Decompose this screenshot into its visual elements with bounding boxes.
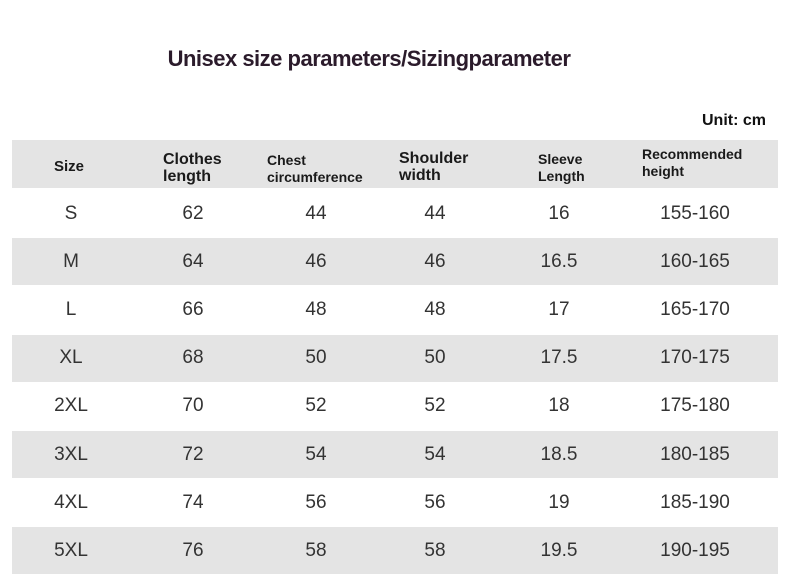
table-row: L 66 48 48 17 165-170	[12, 286, 778, 333]
table-cell: 46	[305, 250, 327, 272]
header-chest: Chest circumference	[267, 152, 363, 185]
table-cell: 64	[182, 250, 204, 272]
header-height: Recommended height	[642, 146, 743, 179]
table-cell: 72	[182, 443, 204, 465]
table-row: 5XL 76 58 58 19.5 190-195	[12, 527, 778, 575]
table-cell: 66	[182, 298, 204, 320]
table-cell: 17.5	[540, 347, 578, 369]
header-sleeve: Sleeve Length	[538, 151, 585, 184]
table-cell: 5XL	[54, 539, 88, 561]
table-cell: 44	[305, 202, 327, 224]
table-cell: 50	[424, 347, 446, 369]
table-cell: 52	[305, 395, 327, 417]
table-cell: 160-165	[660, 250, 730, 272]
table-cell: 185-190	[660, 491, 730, 513]
table-cell: 165-170	[660, 298, 730, 320]
table-cell: 50	[305, 347, 327, 369]
table-cell: 4XL	[54, 491, 88, 513]
table-cell: 56	[424, 491, 446, 513]
table-cell: 17	[548, 298, 570, 320]
table-header: Size Clothes length Chest circumference …	[12, 140, 778, 188]
table-cell: 68	[182, 347, 204, 369]
table-cell: 18.5	[540, 443, 578, 465]
table-cell: M	[63, 250, 79, 272]
header-size: Size	[54, 158, 85, 175]
table-cell: 180-185	[660, 443, 730, 465]
table-cell: 54	[305, 443, 327, 465]
table-cell: S	[64, 202, 78, 224]
table-cell: 19	[548, 491, 570, 513]
table-cell: 58	[424, 539, 446, 561]
table-row: XL 68 50 50 17.5 170-175	[12, 334, 778, 382]
table-row: 4XL 74 56 56 19 185-190	[12, 479, 778, 526]
table-cell: 54	[424, 443, 446, 465]
table-cell: 18	[548, 395, 570, 417]
chart-title: Unisex size parameters/Sizingparameter	[167, 46, 571, 71]
table-cell: XL	[59, 347, 83, 369]
table-cell: 58	[305, 539, 327, 561]
header-shoulder: Shoulder width	[399, 150, 469, 184]
table-cell: 155-160	[660, 202, 730, 224]
unit-label: Unit: cm	[702, 112, 766, 129]
table-cell: 48	[305, 298, 327, 320]
table-row: M 64 46 46 16.5 160-165	[12, 238, 778, 286]
table-cell: 16.5	[540, 250, 578, 272]
table-cell: 70	[182, 395, 204, 417]
table-cell: 3XL	[54, 443, 88, 465]
table-row: 2XL 70 52 52 18 175-180	[12, 383, 778, 430]
table-cell: 16	[548, 202, 570, 224]
table-cell: 48	[424, 298, 446, 320]
table-cell: 56	[305, 491, 327, 513]
table-cell: 175-180	[660, 395, 730, 417]
table-row: S 62 44 44 16 155-160	[12, 190, 778, 237]
table-cell: L	[65, 298, 77, 320]
table-cell: 62	[182, 202, 204, 224]
table-cell: 19.5	[540, 539, 578, 561]
table-cell: 190-195	[660, 539, 730, 561]
table-cell: 2XL	[54, 395, 88, 417]
table-row: 3XL 72 54 54 18.5 180-185	[12, 431, 778, 478]
table-cell: 44	[424, 202, 446, 224]
table-cell: 74	[182, 491, 204, 513]
table-cell: 52	[424, 395, 446, 417]
header-clothes-length: Clothes length	[163, 151, 222, 185]
table-cell: 46	[424, 250, 446, 272]
table-cell: 76	[182, 539, 204, 561]
table-cell: 170-175	[660, 347, 730, 369]
